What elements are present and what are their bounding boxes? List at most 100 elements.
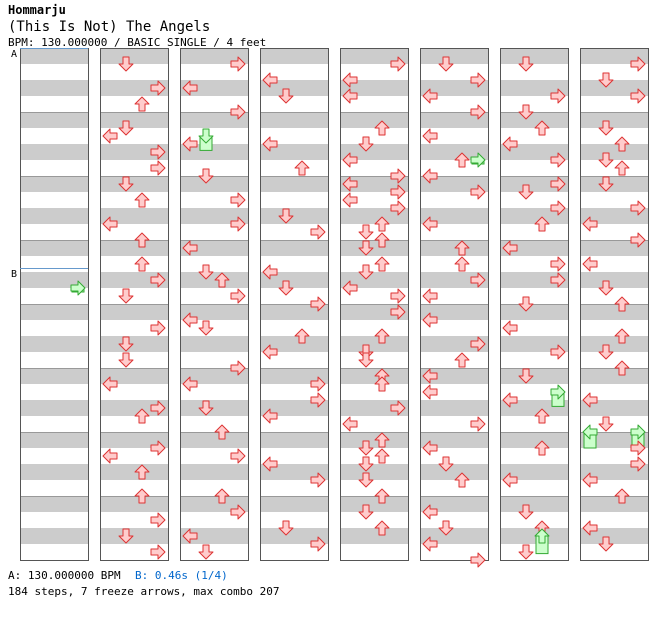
right-arrow-icon bbox=[230, 192, 246, 208]
beat-band bbox=[420, 432, 488, 448]
beat-band bbox=[420, 272, 488, 288]
beat-band bbox=[260, 464, 328, 480]
beat-band bbox=[100, 304, 168, 320]
right-arrow-icon bbox=[630, 440, 646, 456]
beat-band bbox=[180, 144, 248, 160]
up-arrow-icon bbox=[534, 440, 550, 456]
beat-band bbox=[500, 528, 568, 544]
beat-band bbox=[580, 528, 648, 544]
beat-band bbox=[20, 144, 88, 160]
down-arrow-icon bbox=[518, 544, 534, 560]
beat-band bbox=[180, 304, 248, 320]
down-arrow-icon bbox=[598, 536, 614, 552]
down-arrow-icon bbox=[518, 504, 534, 520]
down-arrow-icon bbox=[358, 504, 374, 520]
beat-band bbox=[420, 240, 488, 256]
right-arrow-icon bbox=[470, 104, 486, 120]
up-arrow-icon bbox=[534, 216, 550, 232]
beat-band bbox=[100, 528, 168, 544]
beat-band bbox=[180, 496, 248, 512]
up-arrow-icon bbox=[454, 472, 470, 488]
column-border bbox=[340, 48, 409, 561]
down-arrow-icon bbox=[438, 56, 454, 72]
left-arrow-icon bbox=[262, 408, 278, 424]
down-arrow-icon bbox=[118, 288, 134, 304]
beat-band bbox=[20, 304, 88, 320]
beat-band bbox=[420, 400, 488, 416]
beat-band bbox=[580, 496, 648, 512]
down-arrow-icon bbox=[358, 456, 374, 472]
beat-band bbox=[580, 272, 648, 288]
up-arrow-icon bbox=[534, 408, 550, 424]
right-arrow-icon bbox=[390, 56, 406, 72]
up-arrow-icon bbox=[134, 192, 150, 208]
down-arrow-icon bbox=[118, 56, 134, 72]
beat-band bbox=[580, 304, 648, 320]
beat-band bbox=[20, 208, 88, 224]
beat-band bbox=[580, 176, 648, 192]
up-arrow-icon bbox=[374, 120, 390, 136]
chart-info: BPM: 130.000000 / BASIC SINGLE / 4 feet bbox=[8, 36, 267, 49]
right-arrow-icon bbox=[230, 216, 246, 232]
left-arrow-icon bbox=[102, 376, 118, 392]
beat-band bbox=[100, 464, 168, 480]
beat-band bbox=[500, 176, 568, 192]
up-arrow-icon bbox=[134, 96, 150, 112]
beat-band bbox=[180, 400, 248, 416]
beat-band bbox=[580, 336, 648, 352]
beat-band bbox=[100, 208, 168, 224]
beat-band bbox=[340, 176, 408, 192]
left-arrow-icon bbox=[582, 392, 598, 408]
beat-band bbox=[580, 400, 648, 416]
beat-band bbox=[20, 176, 88, 192]
beat-band bbox=[100, 432, 168, 448]
beat-band bbox=[100, 400, 168, 416]
beat-band bbox=[500, 48, 568, 64]
beat-band bbox=[100, 80, 168, 96]
down-arrow-icon bbox=[518, 56, 534, 72]
right-arrow-icon bbox=[550, 176, 566, 192]
beat-band bbox=[580, 432, 648, 448]
down-arrow-icon bbox=[278, 520, 294, 536]
left-arrow-icon bbox=[502, 240, 518, 256]
beat-band bbox=[180, 80, 248, 96]
beat-band bbox=[420, 144, 488, 160]
beat-band bbox=[340, 48, 408, 64]
column-border bbox=[500, 48, 569, 561]
right-arrow-icon bbox=[390, 288, 406, 304]
right-arrow-icon bbox=[470, 184, 486, 200]
up-arrow-icon bbox=[614, 136, 630, 152]
up-arrow-icon bbox=[134, 232, 150, 248]
down-arrow-icon bbox=[598, 344, 614, 360]
right-arrow-icon bbox=[470, 552, 486, 568]
beat-band bbox=[340, 80, 408, 96]
down-arrow-icon bbox=[598, 120, 614, 136]
left-arrow-icon bbox=[262, 136, 278, 152]
beat-band bbox=[20, 48, 88, 64]
left-arrow-icon bbox=[582, 520, 598, 536]
beat-band bbox=[420, 80, 488, 96]
beat-band bbox=[580, 48, 648, 64]
beat-band bbox=[340, 496, 408, 512]
beat-band bbox=[20, 336, 88, 352]
beat-band bbox=[180, 208, 248, 224]
beat-band bbox=[260, 400, 328, 416]
right-freeze-arrow-icon bbox=[70, 280, 86, 296]
left-arrow-icon bbox=[502, 136, 518, 152]
beat-band bbox=[500, 240, 568, 256]
beat-band bbox=[500, 208, 568, 224]
left-arrow-icon bbox=[582, 472, 598, 488]
beat-band bbox=[260, 112, 328, 128]
column-border bbox=[180, 48, 249, 561]
right-arrow-icon bbox=[550, 272, 566, 288]
up-arrow-icon bbox=[134, 256, 150, 272]
left-arrow-icon bbox=[182, 80, 198, 96]
right-arrow-icon bbox=[470, 72, 486, 88]
left-arrow-icon bbox=[182, 312, 198, 328]
down-arrow-icon bbox=[438, 456, 454, 472]
right-arrow-icon bbox=[550, 88, 566, 104]
left-arrow-icon bbox=[342, 152, 358, 168]
marker-label: A bbox=[11, 49, 17, 60]
beat-band bbox=[20, 80, 88, 96]
left-arrow-icon bbox=[102, 128, 118, 144]
